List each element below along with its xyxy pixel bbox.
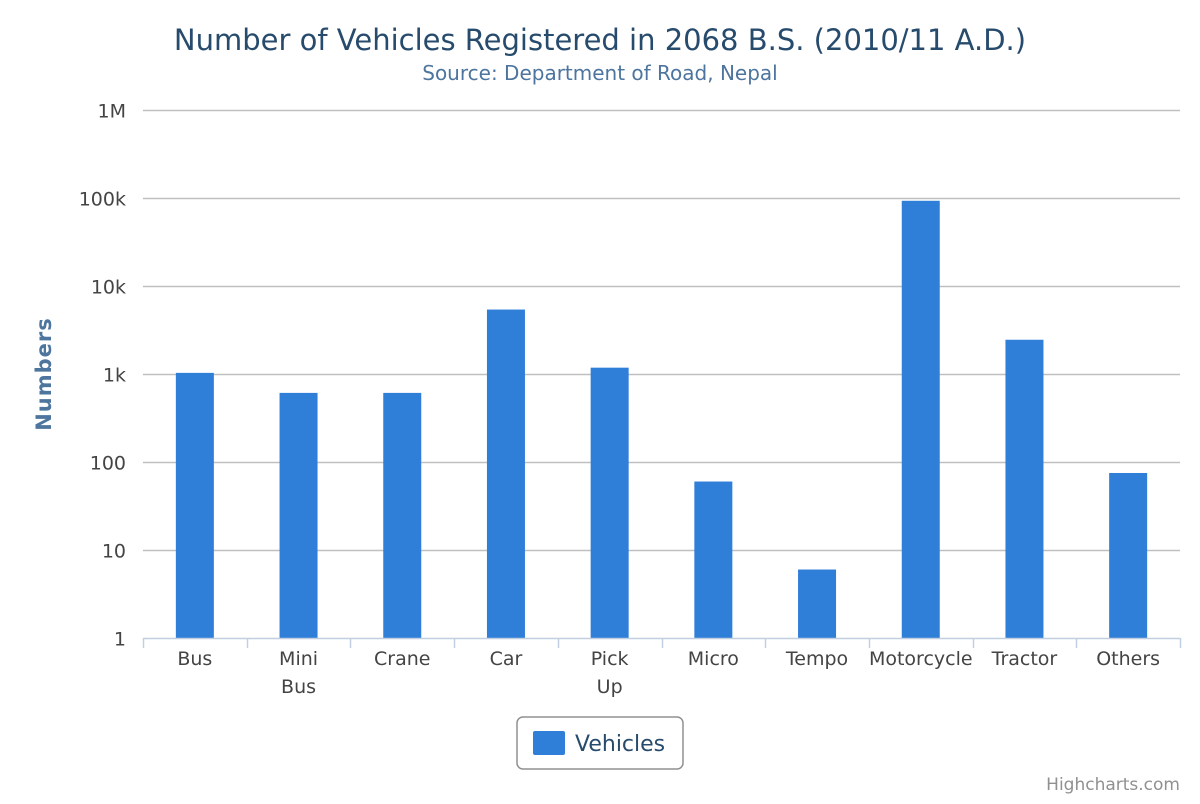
- y-axis-label: Numbers: [32, 317, 56, 431]
- bar-others[interactable]: [1109, 472, 1148, 638]
- bar-crane[interactable]: [383, 392, 422, 638]
- bar-pick-up[interactable]: [590, 367, 629, 638]
- y-tick-label: 100k: [79, 189, 126, 211]
- credits-link[interactable]: Highcharts.com: [1046, 775, 1180, 795]
- x-tick-label: Mini Bus: [279, 648, 318, 698]
- x-tick-label: Micro: [688, 648, 739, 670]
- x-tick-label: Tractor: [991, 648, 1058, 670]
- y-tick-label: 1k: [103, 365, 126, 387]
- x-axis: [142, 637, 1182, 648]
- x-tick-label: Tempo: [785, 648, 848, 670]
- legend-box: [516, 716, 684, 770]
- y-tick-label: 10k: [91, 277, 126, 299]
- chart-subtitle: Source: Department of Road, Nepal: [422, 61, 777, 85]
- x-tick-label: Pick Up: [591, 648, 629, 698]
- chart-title: Number of Vehicles Registered in 2068 B.…: [174, 23, 1026, 57]
- bar-micro[interactable]: [694, 481, 733, 638]
- bar-bus[interactable]: [175, 372, 214, 638]
- y-tick-label: 100: [90, 453, 126, 475]
- x-tick-label: Car: [490, 648, 523, 670]
- legend-swatch-vehicles: [533, 731, 565, 755]
- y-tick-label: 10: [102, 541, 126, 563]
- x-tick-label: Bus: [177, 648, 212, 670]
- bar-car[interactable]: [486, 309, 525, 638]
- legend[interactable]: Vehicles: [516, 716, 684, 770]
- bar-motorcycle[interactable]: [901, 200, 940, 638]
- x-axis-ticks: Bus Mini Bus Crane Car Pick Up Micro Tempo Motorc…: [177, 648, 1160, 698]
- y-tick-label: 1: [114, 629, 126, 651]
- bars: [175, 200, 1148, 638]
- x-tick-label: Others: [1096, 648, 1160, 670]
- x-tick-label: Motorcycle: [869, 648, 973, 670]
- x-tick-label: Crane: [374, 648, 430, 670]
- legend-item-vehicles[interactable]: Vehicles: [575, 732, 665, 757]
- bar-tempo[interactable]: [798, 569, 837, 638]
- y-axis-ticks: 1 10 100 1k 10k 100k 1M: [79, 101, 126, 651]
- bar-tractor[interactable]: [1005, 339, 1044, 638]
- bar-mini-bus[interactable]: [279, 392, 318, 638]
- y-tick-label: 1M: [98, 101, 126, 123]
